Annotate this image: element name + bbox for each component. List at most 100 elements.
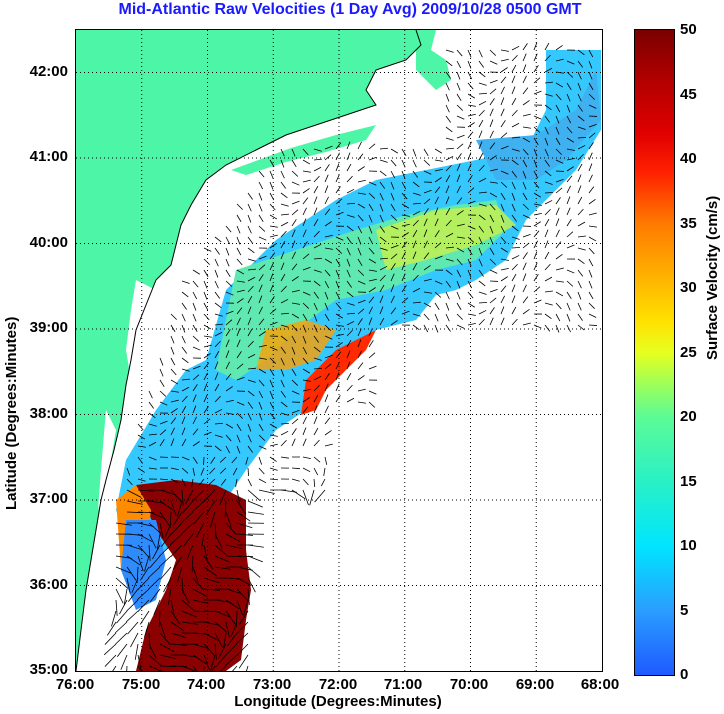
velocity-arrow [170,632,187,639]
velocity-arrow [148,467,157,470]
velocity-arrow [247,367,257,370]
velocity-arrow [478,152,484,161]
velocity-arrow [555,291,564,297]
velocity-arrow [198,478,205,486]
velocity-arrow [412,262,418,271]
velocity-arrow [324,324,332,331]
velocity-arrow [489,119,494,128]
velocity-arrow [390,148,399,154]
velocity-arrow [177,566,183,583]
velocity-arrow [280,298,289,304]
velocity-arrow [185,489,194,505]
velocity-arrow [423,291,432,294]
velocity-arrow [324,456,328,465]
velocity-arrow [148,566,161,579]
velocity-arrow [230,621,238,638]
velocity-arrow [225,434,232,442]
velocity-arrow [478,119,484,128]
velocity-arrow [390,159,397,167]
velocity-arrow [324,185,329,194]
velocity-arrow [126,665,128,671]
velocity-arrow [577,258,585,265]
velocity-arrow [280,439,287,447]
velocity-arrow [236,247,242,256]
x-tick-label: 74:00 [186,676,226,693]
velocity-arrow [269,296,275,304]
velocity-arrow [214,533,223,549]
velocity-arrow [313,394,319,403]
velocity-arrow [291,489,306,500]
velocity-arrow [302,218,307,227]
velocity-arrow [478,301,488,304]
velocity-arrow [224,500,227,517]
velocity-arrow [588,142,594,150]
velocity-arrow [434,230,440,238]
velocity-arrow [220,665,227,671]
velocity-arrow [225,361,230,370]
velocity-arrow [522,322,531,326]
velocity-arrow [357,318,363,326]
velocity-arrow [193,511,205,525]
velocity-arrow [368,269,377,272]
velocity-arrow [170,335,175,344]
velocity-arrow [324,258,333,264]
velocity-arrow [467,122,475,128]
velocity-arrow [588,280,593,289]
velocity-arrow [368,365,377,370]
velocity-arrow [269,467,278,471]
velocity-arrow [588,225,597,228]
velocity-arrow [258,295,263,304]
velocity-arrow [209,467,216,475]
velocity-arrow [236,588,249,602]
velocity-arrow [445,302,450,311]
velocity-arrow [225,247,230,256]
velocity-arrow [456,291,461,300]
velocity-arrow [269,252,276,260]
velocity-arrow [247,566,261,578]
velocity-arrow [456,60,462,69]
velocity-arrow [126,511,144,514]
velocity-arrow [368,287,376,293]
velocity-arrow [247,511,264,515]
velocity-arrow [236,434,241,443]
velocity-arrow [313,335,319,343]
velocity-arrow [160,566,172,580]
velocity-arrow [588,152,593,161]
velocity-arrow [467,104,476,107]
map-plot-area[interactable] [75,29,603,672]
velocity-arrow [192,269,200,275]
velocity-arrow [214,372,219,381]
velocity-arrow [232,467,238,476]
velocity-arrow [104,654,117,667]
velocity-arrow [533,274,539,282]
velocity-arrow [390,214,398,221]
velocity-arrow [577,82,582,91]
velocity-arrow [566,148,575,151]
velocity-arrow [302,478,309,486]
velocity-arrow [489,225,494,234]
velocity-arrow [324,196,329,205]
velocity-arrow [159,439,165,447]
velocity-arrow [181,478,186,487]
velocity-arrow [489,98,495,106]
velocity-arrow [401,297,409,304]
velocity-arrow [236,533,253,536]
velocity-arrow [500,192,506,201]
velocity-arrow [291,209,299,216]
velocity-arrow [214,555,230,563]
velocity-arrow [368,192,376,199]
velocity-arrow [544,115,551,123]
velocity-arrow [203,654,210,671]
velocity-arrow [533,324,542,329]
velocity-arrow [148,412,156,419]
velocity-arrow [148,456,157,461]
velocity-arrow [533,286,541,293]
velocity-arrow [119,599,128,615]
velocity-arrow [247,285,254,293]
velocity-arrow [533,240,538,249]
velocity-arrow [511,170,518,178]
velocity-arrow [148,643,157,659]
velocity-arrow [313,185,319,194]
velocity-arrow [313,243,322,249]
velocity-arrow [588,324,598,326]
